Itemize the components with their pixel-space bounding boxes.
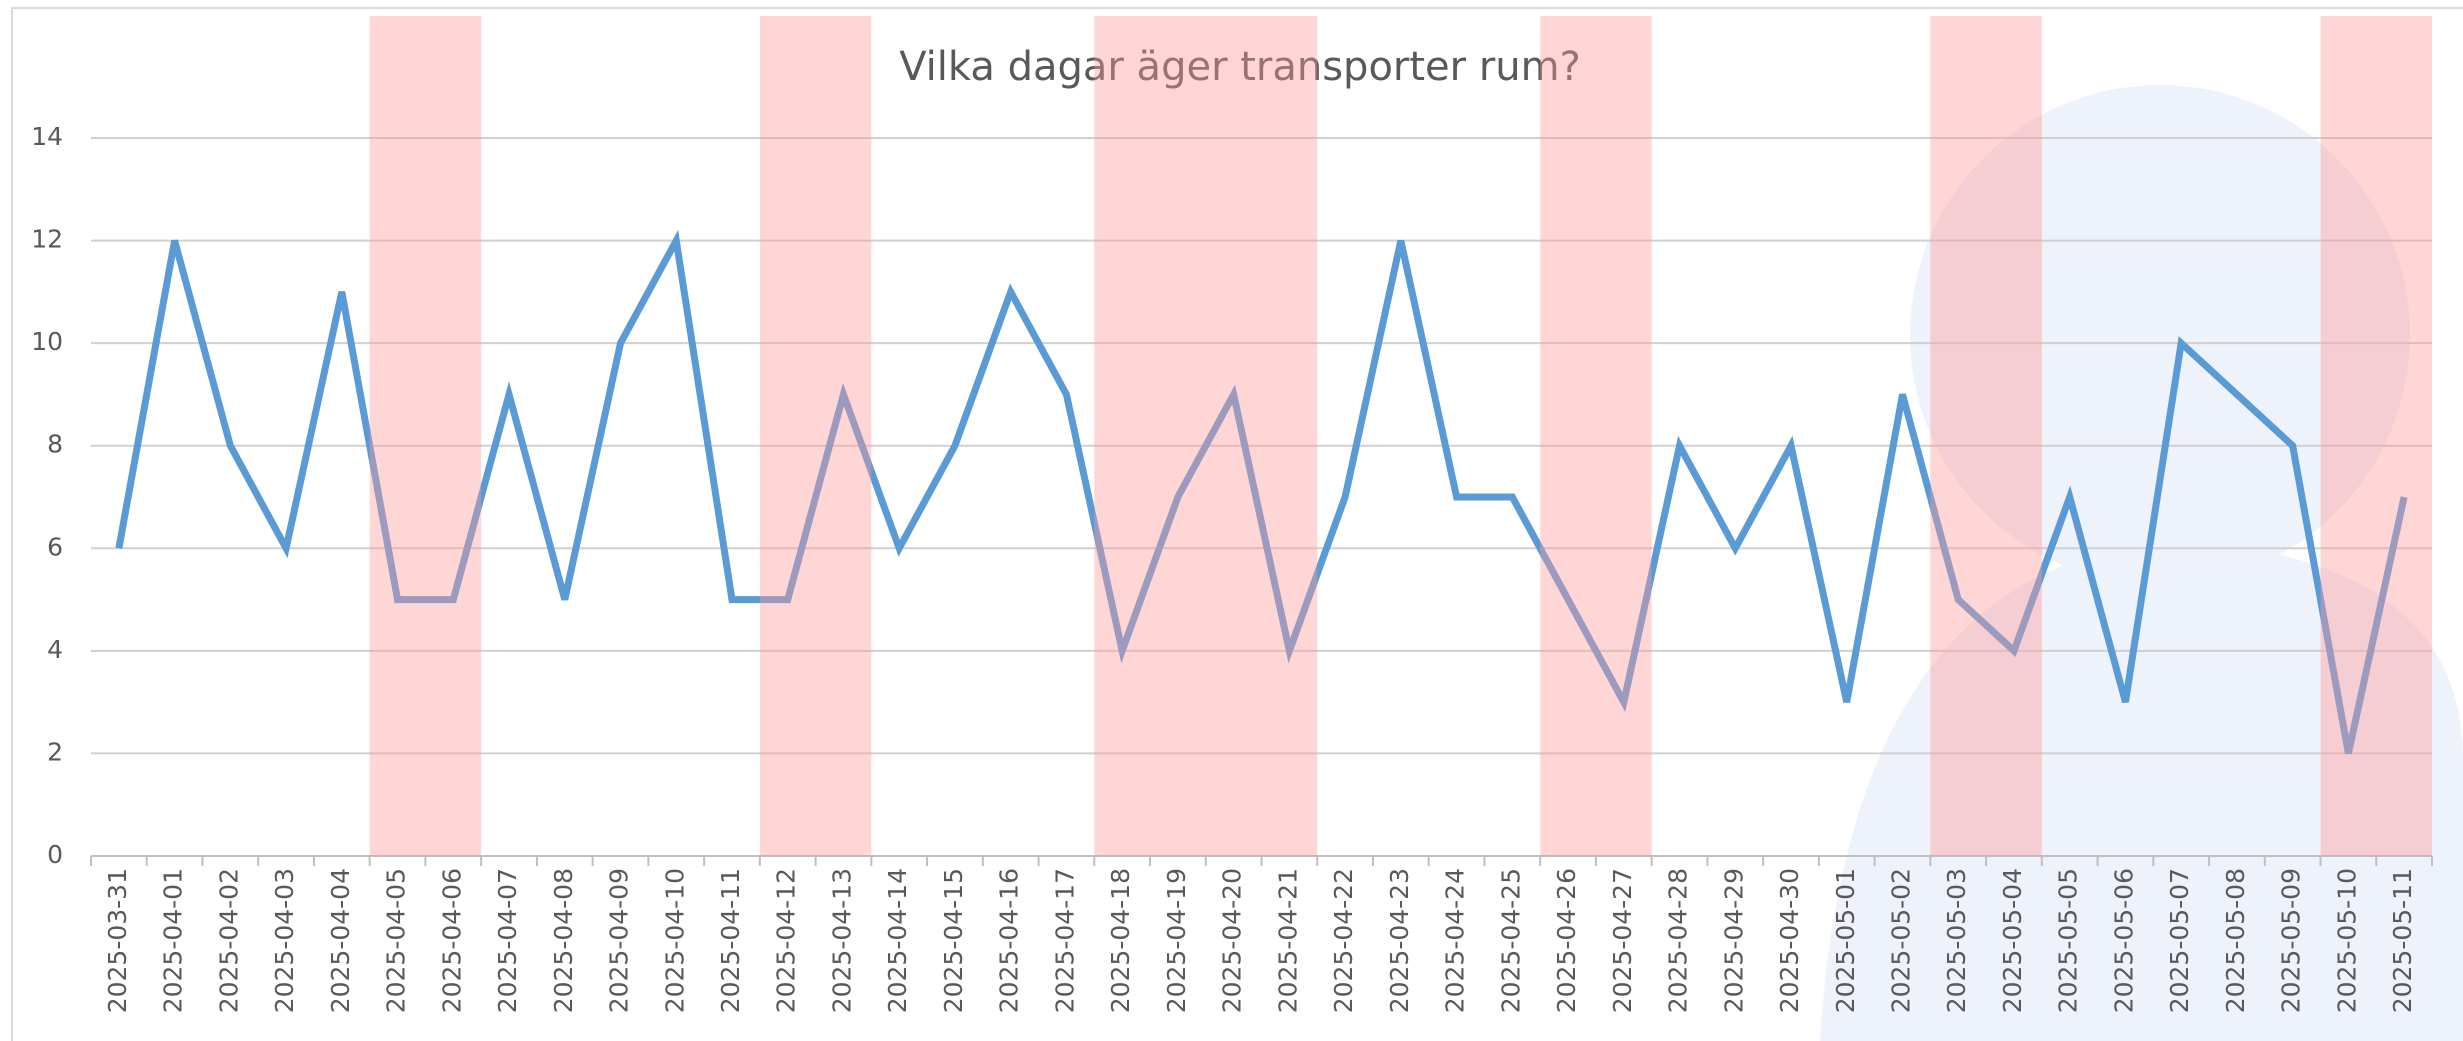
weekend-highlight: [759, 16, 872, 856]
x-tick-label: 2025-04-12: [772, 868, 801, 1013]
y-tick-label: 0: [47, 840, 63, 869]
x-tick-label: 2025-03-31: [103, 868, 132, 1013]
x-tick-label: 2025-04-08: [549, 868, 578, 1013]
x-tick-label: 2025-04-15: [939, 868, 968, 1013]
x-tick-label: 2025-05-07: [2165, 868, 2194, 1013]
weekend-highlight: [369, 16, 482, 856]
x-tick-label: 2025-04-03: [270, 868, 299, 1013]
watermark-shape: [1910, 85, 2410, 585]
x-tick-label: 2025-05-05: [2054, 868, 2083, 1013]
x-tick-label: 2025-04-23: [1385, 868, 1414, 1013]
x-tick-label: 2025-04-17: [1050, 868, 1079, 1013]
y-tick-label: 10: [31, 327, 63, 356]
x-tick-label: 2025-04-25: [1496, 868, 1525, 1013]
x-tick-label: 2025-04-27: [1608, 868, 1637, 1013]
y-tick-label: 6: [47, 532, 63, 561]
x-tick-label: 2025-04-29: [1719, 868, 1748, 1013]
x-tick-label: 2025-04-26: [1552, 868, 1581, 1013]
x-tick-label: 2025-04-20: [1218, 868, 1247, 1013]
x-tick-label: 2025-05-03: [1942, 868, 1971, 1013]
x-tick-label: 2025-04-28: [1664, 868, 1693, 1013]
x-tick-label: 2025-05-10: [2332, 868, 2361, 1013]
x-tick-label: 2025-05-09: [2277, 868, 2306, 1013]
x-tick-label: 2025-05-06: [2109, 868, 2138, 1013]
x-tick-label: 2025-04-04: [326, 868, 355, 1013]
x-tick-label: 2025-04-22: [1329, 868, 1358, 1013]
data-line: [115, 229, 2408, 755]
x-tick-label: 2025-04-18: [1106, 868, 1135, 1013]
chart-border: [11, 7, 2463, 1041]
x-tick-label: 2025-04-06: [437, 868, 466, 1013]
x-tick-label: 2025-05-02: [1886, 868, 1915, 1013]
x-tick-label: 2025-05-01: [1831, 868, 1860, 1013]
x-tick-label: 2025-04-07: [493, 868, 522, 1013]
x-tick-label: 2025-04-16: [995, 868, 1024, 1013]
x-tick-label: 2025-05-04: [1998, 868, 2027, 1013]
weekend-highlight: [1094, 16, 1318, 856]
watermark-shape: [1820, 540, 2463, 1041]
x-tick-label: 2025-04-13: [827, 868, 856, 1013]
x-tick-label: 2025-04-01: [159, 868, 188, 1013]
x-tick-label: 2025-04-30: [1775, 868, 1804, 1013]
y-tick-label: 2: [47, 737, 63, 766]
x-tick-label: 2025-04-11: [716, 868, 745, 1013]
x-tick-label: 2025-04-21: [1273, 868, 1302, 1013]
weekend-highlight: [2320, 16, 2432, 856]
x-tick-label: 2025-04-09: [605, 868, 634, 1013]
y-tick-label: 8: [47, 430, 63, 459]
x-tick-label: 2025-04-19: [1162, 868, 1191, 1013]
x-tick-label: 2025-05-11: [2388, 868, 2417, 1013]
y-tick-label: 4: [47, 635, 63, 664]
x-tick-label: 2025-04-05: [382, 868, 411, 1013]
weekend-highlight: [1930, 16, 2042, 856]
x-tick-label: 2025-04-10: [660, 868, 689, 1013]
x-tick-label: 2025-04-14: [883, 868, 912, 1013]
watermark: [1820, 85, 2463, 1041]
chart-title: Vilka dagar äger transporter rum?: [899, 44, 1581, 90]
weekend-highlight: [1540, 16, 1652, 856]
x-tick-label: 2025-04-24: [1441, 868, 1470, 1013]
y-tick-label: 12: [31, 225, 63, 254]
y-tick-label: 14: [31, 122, 63, 151]
x-tick-label: 2025-04-02: [214, 868, 243, 1013]
x-tick-label: 2025-05-08: [2221, 868, 2250, 1013]
